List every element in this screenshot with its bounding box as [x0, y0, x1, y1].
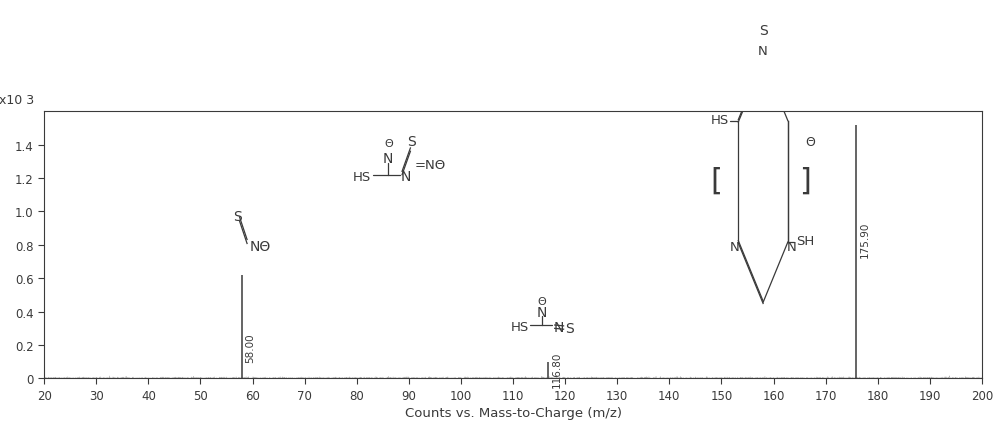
Text: HS: HS	[510, 320, 529, 334]
Text: [: [	[710, 166, 722, 195]
Text: N: N	[787, 241, 797, 254]
Text: S: S	[565, 322, 574, 336]
Text: Θ: Θ	[537, 296, 546, 306]
Text: N: N	[758, 45, 768, 58]
Text: Θ: Θ	[384, 138, 393, 149]
Text: S: S	[234, 209, 242, 223]
Text: HS: HS	[353, 170, 371, 184]
Text: =NΘ: =NΘ	[415, 159, 446, 172]
Text: NΘ: NΘ	[249, 239, 270, 253]
Text: N: N	[537, 306, 547, 320]
Text: x10 3: x10 3	[0, 94, 34, 106]
Text: N: N	[383, 152, 393, 166]
Text: N: N	[553, 320, 564, 334]
X-axis label: Counts vs. Mass-to-Charge (m/z): Counts vs. Mass-to-Charge (m/z)	[405, 406, 622, 419]
Text: 175.90: 175.90	[859, 221, 869, 257]
Text: 58.00: 58.00	[245, 333, 255, 363]
Text: HS: HS	[711, 113, 729, 127]
Text: S: S	[759, 24, 767, 38]
Text: 116.80: 116.80	[552, 351, 562, 388]
Text: SH: SH	[796, 234, 814, 247]
Text: N: N	[729, 241, 739, 254]
Text: S: S	[407, 135, 416, 149]
Text: ]: ]	[799, 166, 811, 195]
Text: Θ: Θ	[805, 135, 815, 148]
Text: N: N	[401, 170, 411, 184]
